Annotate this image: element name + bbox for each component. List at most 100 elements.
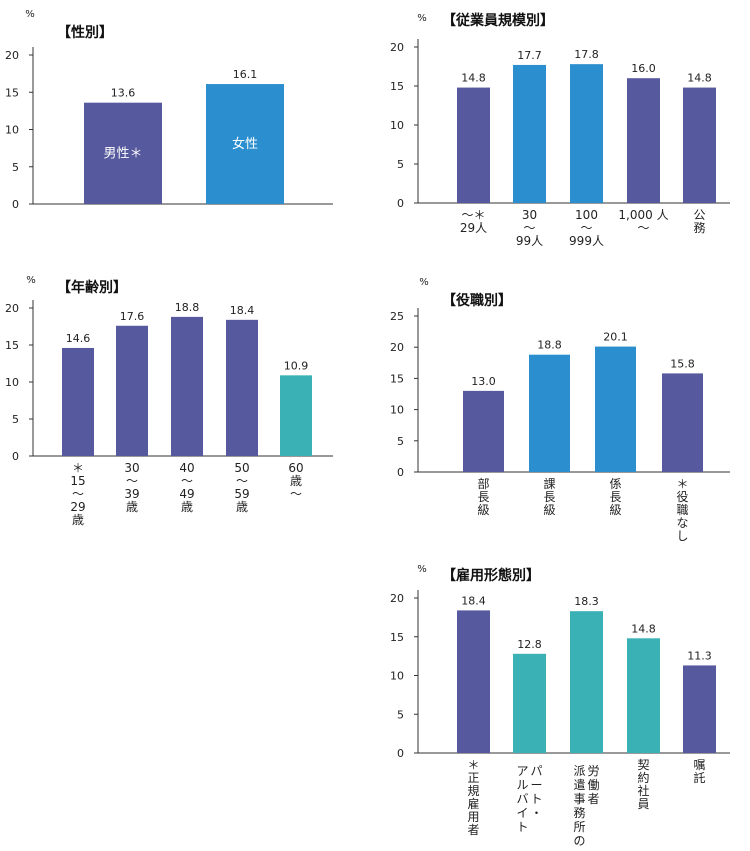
y-axis-unit: % — [417, 564, 427, 575]
y-tick-label: 5 — [12, 413, 19, 426]
category-char: 39 — [124, 487, 139, 501]
bar — [226, 319, 258, 456]
category-char: 15 — [70, 474, 85, 488]
category-char: し — [676, 529, 688, 543]
category-char: 契 — [637, 758, 649, 772]
category-char: 役 — [676, 489, 688, 504]
category-char: ＊ — [467, 758, 479, 772]
data-label: 17.6 — [120, 310, 145, 323]
category-char: ～＊ — [461, 208, 485, 222]
category-char: 労 — [587, 764, 599, 778]
category-char: 係 — [609, 477, 621, 491]
y-axis-unit: % — [417, 13, 427, 24]
category-char: 働 — [587, 778, 599, 792]
data-label: 14.6 — [66, 332, 91, 345]
category-label: 30 ～ 99人 — [516, 208, 543, 248]
category-char: 務 — [693, 221, 705, 235]
category-char: ト — [516, 820, 528, 834]
y-tick-label: 5 — [397, 708, 404, 721]
category-char: 長 — [543, 490, 555, 504]
category-label: 労派働遣者事務所の — [573, 764, 599, 847]
y-tick-label: 20 — [390, 592, 404, 605]
data-label: 13.6 — [111, 87, 136, 100]
category-char: 職 — [676, 503, 688, 517]
bar — [513, 64, 546, 203]
category-char: ～ — [523, 221, 535, 235]
category-char: 29 — [70, 500, 85, 514]
category-char: 規 — [467, 783, 479, 798]
y-tick-label: 10 — [390, 670, 404, 683]
category-char: 所 — [573, 820, 585, 834]
data-label: 15.8 — [670, 357, 695, 370]
category-char: 60 — [288, 461, 303, 475]
category-char: 正 — [467, 771, 479, 785]
bar — [683, 665, 716, 753]
chart-title: 【役職別】 — [442, 292, 512, 309]
category-char: ル — [516, 778, 528, 792]
category-label: 30 ～ 39 歳 — [124, 461, 139, 514]
category-char: 歳 — [181, 500, 193, 514]
category-char: な — [676, 516, 688, 530]
bar — [457, 610, 490, 753]
y-tick-label: 0 — [12, 198, 19, 211]
category-char: 者 — [467, 823, 479, 837]
category-label: 40 ～ 49 歳 — [179, 461, 194, 514]
bar — [570, 64, 603, 203]
y-tick-label: 10 — [5, 376, 19, 389]
category-char: ～ — [290, 487, 302, 501]
category-char: ～ — [236, 474, 248, 488]
y-axis-unit: % — [419, 277, 429, 288]
category-char: 歳 — [72, 513, 84, 527]
bar — [570, 611, 603, 753]
data-label: 16.0 — [631, 62, 656, 75]
category-char: 用 — [467, 810, 479, 824]
data-label: 14.8 — [461, 72, 486, 85]
category-char: 級 — [609, 503, 621, 517]
bar — [513, 653, 546, 753]
y-tick-label: 20 — [390, 41, 404, 54]
category-char: 歳 — [290, 474, 302, 488]
category-label: 嘱託 — [693, 758, 705, 785]
category-label: 1,000 人～ — [618, 208, 668, 235]
data-label: 17.7 — [517, 49, 542, 62]
data-label: 17.8 — [574, 48, 599, 61]
category-char: 遣 — [573, 777, 585, 792]
data-label: 11.3 — [687, 649, 712, 662]
data-label: 20.1 — [603, 331, 628, 344]
y-tick-label: 15 — [390, 80, 404, 93]
y-tick-label: 15 — [5, 339, 19, 352]
bar — [62, 347, 94, 456]
bar — [463, 390, 504, 472]
category-char: イ — [516, 806, 528, 820]
category-label: 部長級 — [477, 476, 489, 517]
chart-employment-type: 【雇用形態別】% 0 5 10 15 20 18.4 ＊正規雇用者 12.8 パアールトバ・イト 1… — [385, 555, 750, 848]
category-char: 30 — [124, 461, 139, 475]
category-char: 長 — [477, 490, 489, 504]
category-char: 100 — [575, 208, 598, 222]
y-tick-label: 10 — [390, 404, 404, 417]
y-tick-label: 5 — [397, 435, 404, 448]
chart-title: 【従業員規模別】 — [442, 12, 554, 29]
data-label: 14.8 — [687, 72, 712, 85]
y-tick-label: 10 — [390, 119, 404, 132]
chart-title: 【年齢別】 — [57, 279, 127, 296]
category-char: パ — [530, 764, 542, 778]
data-label: 14.8 — [631, 622, 656, 635]
bar — [84, 102, 162, 204]
bar — [206, 84, 284, 204]
category-char: ＊ — [72, 461, 84, 475]
data-label: 13.0 — [471, 375, 496, 388]
category-label: パアールトバ・イト — [516, 764, 542, 834]
y-tick-label: 0 — [397, 747, 404, 760]
bar — [457, 87, 490, 203]
category-char: ア — [516, 764, 528, 778]
category-char: 50 — [234, 461, 249, 475]
chart-gender-svg: 【性別】% 0 5 10 15 20 13.6 男性＊ 16.1 女性 — [5, 9, 333, 211]
bar — [116, 325, 148, 456]
category-label: 課長級 — [543, 476, 555, 517]
category-char: 29人 — [460, 221, 487, 235]
y-tick-label: 5 — [397, 158, 404, 171]
y-axis-unit: % — [25, 9, 35, 20]
